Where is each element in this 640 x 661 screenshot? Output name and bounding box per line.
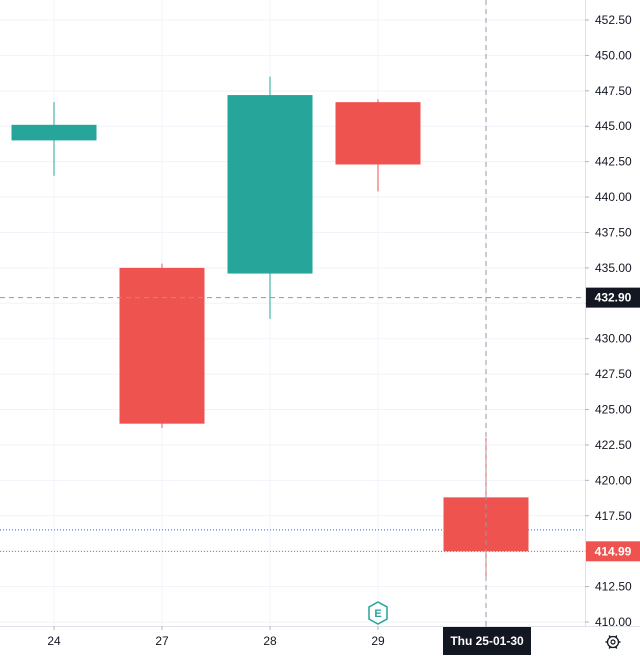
y-tick-label: 447.50 xyxy=(595,84,632,98)
y-tick-label: 417.50 xyxy=(595,509,632,523)
crosshair-price-label: 432.90 xyxy=(595,291,632,305)
last-price-label: 414.99 xyxy=(595,544,632,558)
x-tick-label: 24 xyxy=(47,634,61,648)
y-tick-label: 450.00 xyxy=(595,48,632,62)
crosshair-date-label-bg xyxy=(443,627,531,655)
candle-body xyxy=(227,95,313,274)
x-tick-label: 29 xyxy=(371,634,385,648)
candle-24[interactable] xyxy=(11,102,97,176)
gear-tooth xyxy=(615,646,618,649)
price-axis[interactable]: 410.00 412.50 417.50 420.00 422.50 425.00 427.… xyxy=(585,0,632,629)
y-tick-label: 442.50 xyxy=(595,155,632,169)
y-tick-label: 452.50 xyxy=(595,13,632,27)
y-tick-label: 427.50 xyxy=(595,367,632,381)
settings-gear-icon[interactable] xyxy=(605,635,621,649)
y-tick-label: 440.00 xyxy=(595,190,632,204)
y-tick-label: 430.00 xyxy=(595,332,632,346)
candle-body xyxy=(119,267,205,424)
y-tick-label: 410.00 xyxy=(595,615,632,629)
y-tick-label: 437.50 xyxy=(595,225,632,239)
earnings-marker-icon[interactable]: E xyxy=(368,601,388,625)
y-tick-label: 420.00 xyxy=(595,473,632,487)
x-tick-label: 28 xyxy=(263,634,277,648)
crosshair-date-label: Thu 25-01-30 xyxy=(450,634,524,648)
earnings-marker-shape xyxy=(368,601,388,625)
candles[interactable] xyxy=(11,76,529,581)
y-tick-label: 445.00 xyxy=(595,119,632,133)
crosshair-price-label-bg xyxy=(586,287,640,308)
candle-body xyxy=(335,102,421,165)
candle-28[interactable] xyxy=(227,76,313,319)
gear-tooth xyxy=(615,635,618,638)
gear-ring xyxy=(606,635,620,649)
y-tick-label: 422.50 xyxy=(595,438,632,452)
candle-29[interactable] xyxy=(335,99,421,192)
last-price-label-bg xyxy=(586,541,640,562)
y-tick-label: 425.00 xyxy=(595,403,632,417)
y-tick-label: 435.00 xyxy=(595,261,632,275)
x-tick-label: 27 xyxy=(155,634,169,648)
earnings-marker-label: E xyxy=(374,608,381,620)
candle-27[interactable] xyxy=(119,263,205,428)
gear-tooth xyxy=(608,646,611,649)
gear-hub xyxy=(610,639,616,645)
time-axis[interactable]: 24 27 28 29 xyxy=(0,626,640,648)
gear-tooth xyxy=(608,635,611,638)
y-tick-label: 412.50 xyxy=(595,580,632,594)
candle-body xyxy=(11,124,97,141)
